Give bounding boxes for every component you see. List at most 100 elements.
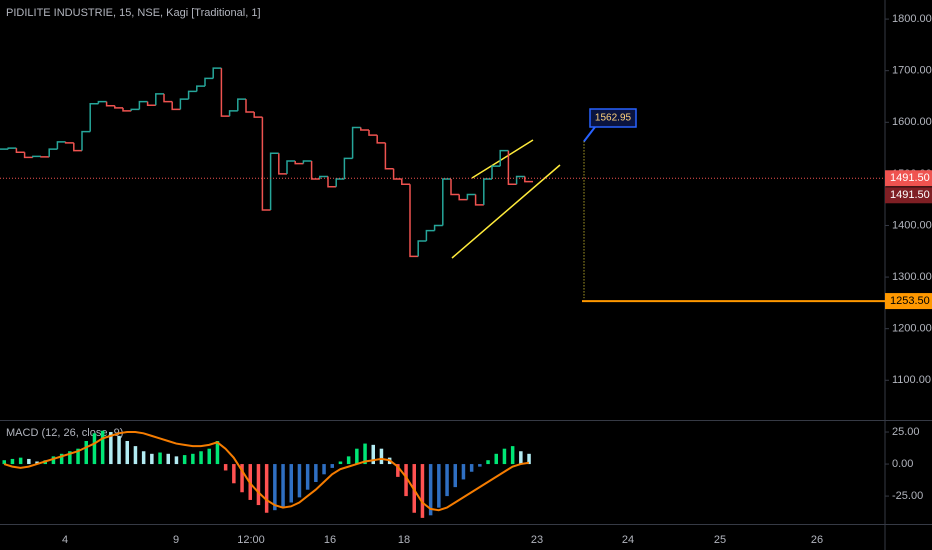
kagi-segment (89, 102, 99, 132)
x-tick-label: 23 (531, 534, 543, 546)
histogram-bar (76, 448, 80, 465)
kagi-segment (310, 160, 320, 180)
kagi-segment (237, 98, 246, 111)
kagi-segment (343, 157, 353, 180)
kagi-segment (163, 93, 173, 103)
kagi-segment (155, 93, 164, 106)
histogram-bar (420, 464, 425, 518)
histogram-bar (199, 451, 203, 465)
histogram-bar (346, 456, 351, 465)
target-label: 1253.50 (890, 295, 930, 307)
histogram-bar (297, 464, 302, 498)
histogram-bar (322, 464, 326, 475)
target-badge (885, 293, 932, 310)
histogram-bar (133, 446, 138, 465)
kagi-segment (286, 160, 296, 174)
histogram-bar (437, 464, 441, 508)
histogram-bar (150, 453, 154, 465)
histogram-bar (223, 464, 228, 471)
callout-pointer (583, 126, 596, 143)
kagi-segment (474, 194, 484, 206)
histogram-bar (527, 453, 531, 465)
histogram-bar (404, 464, 408, 497)
y-tick-label: -25.00 (892, 490, 923, 502)
kagi-segment (73, 142, 82, 152)
histogram-bar (281, 464, 285, 508)
histogram-bar (428, 464, 433, 516)
histogram-bar (191, 453, 195, 465)
kagi-segment (335, 178, 345, 187)
histogram-bar (445, 464, 449, 497)
kagi-segment (196, 85, 205, 92)
histogram-bar (256, 464, 261, 506)
histogram-bar (330, 464, 334, 468)
macd-line (3, 431, 530, 512)
histogram-bar (109, 432, 113, 465)
histogram-bar (92, 433, 97, 465)
kagi-segment (56, 141, 66, 150)
histogram-bar (35, 461, 39, 465)
kagi-segment (483, 178, 492, 205)
kagi-segment (146, 101, 156, 107)
y-tick-label: 1600.00 (892, 116, 932, 128)
kagi-segment (392, 168, 402, 180)
histogram-bar (453, 464, 457, 488)
kagi-segment (105, 101, 115, 107)
histogram-bar (232, 464, 236, 484)
trend-line-lower (451, 164, 561, 259)
callout-box (589, 108, 637, 128)
x-tick-label: 4 (62, 534, 68, 546)
kagi-segment (7, 147, 17, 150)
kagi-segment (515, 175, 525, 185)
histogram-bar (396, 464, 400, 477)
kagi-segment (179, 98, 189, 110)
kagi-segment (23, 152, 33, 159)
y-tick-label: 25.00 (892, 426, 920, 438)
histogram-bar (469, 464, 474, 472)
kagi-segment (499, 149, 509, 167)
kagi-segment (319, 175, 328, 180)
x-tick-label: 16 (324, 534, 336, 546)
kagi-segment (524, 176, 533, 183)
callout-label: 1562.95 (595, 113, 632, 124)
kagi-segment (466, 193, 476, 200)
histogram-bar (379, 448, 384, 465)
histogram-bar (2, 460, 6, 465)
histogram-bar (519, 451, 523, 465)
kagi-segment (425, 229, 435, 241)
kagi-segment (368, 130, 378, 136)
kagi-segment (114, 105, 123, 109)
kagi-segment (384, 142, 394, 170)
histogram-bar (486, 460, 490, 465)
last-price-label: 1491.50 (890, 172, 930, 184)
kagi-segment (187, 90, 197, 100)
kagi-segment (48, 148, 58, 157)
kagi-segment (15, 148, 25, 153)
kagi-segment (204, 77, 214, 87)
histogram-bar (314, 464, 318, 482)
kagi-segment (401, 179, 410, 185)
trend-line-upper (471, 139, 534, 179)
x-tick-label: 25 (714, 534, 726, 546)
kagi-segment (409, 184, 419, 258)
kagi-segment (491, 165, 501, 180)
histogram-bar (10, 458, 15, 465)
histogram-bar (158, 452, 162, 465)
y-tick-label: 1700.00 (892, 65, 932, 77)
kagi-segment (269, 152, 279, 210)
kagi-segment (351, 126, 361, 159)
histogram-bar (100, 430, 105, 465)
kagi-segment (97, 100, 107, 104)
kagi-segment (442, 178, 451, 226)
histogram-bar (363, 443, 367, 465)
histogram-bar (141, 451, 146, 465)
kagi-segment (417, 240, 427, 257)
histogram-bar (371, 444, 375, 465)
kagi-segment (458, 194, 468, 201)
histogram-bar (510, 446, 515, 465)
kagi-segment (32, 155, 41, 158)
chart-title: PIDILITE INDUSTRIE, 15, NSE, Kagi [Tradi… (6, 7, 261, 19)
